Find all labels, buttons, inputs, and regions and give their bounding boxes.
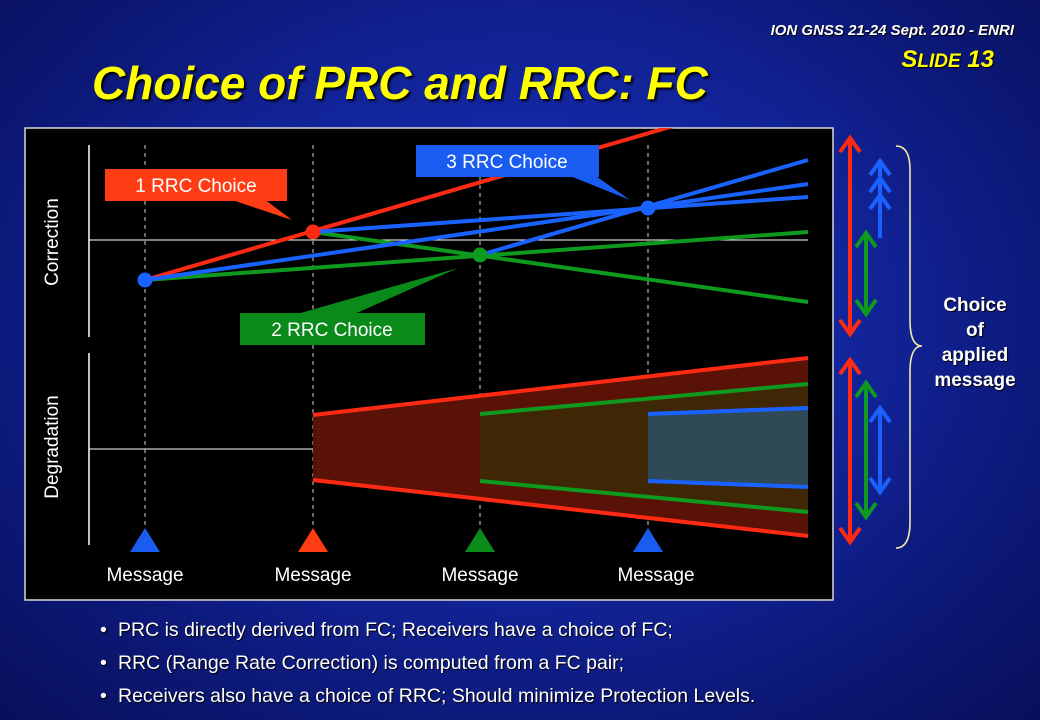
callout-rrc1: 1 RRC Choice: [105, 169, 292, 220]
bullet-item: • PRC is directly derived from FC; Receiv…: [100, 614, 1000, 647]
message-marker-2: [298, 528, 328, 552]
conference-label: ION GNSS 21-24 Sept. 2010 - ENRI: [770, 22, 1014, 39]
degradation-range-arrows: [838, 356, 892, 546]
bullet-dot-icon: •: [100, 619, 107, 641]
degradation-envelope-blue: [648, 408, 808, 487]
double-headed-arrow-icon: [854, 229, 878, 318]
callout-rrc3-label: 3 RRC Choice: [446, 152, 567, 173]
message-label-3: Message: [441, 565, 518, 586]
rrc3-line-b: [312, 195, 809, 234]
message-marker-1: [130, 528, 160, 552]
slide-number: SLIDE 13: [901, 46, 994, 73]
double-headed-arrow-icon: [838, 134, 862, 338]
message-label-1: Message: [106, 565, 183, 586]
degradation-axis-label: Degradation: [42, 395, 63, 499]
bullet-item: • RRC (Range Rate Correction) is computed…: [100, 647, 1000, 680]
callout-rrc2-label: 2 RRC Choice: [271, 320, 392, 341]
message-marker-4: [633, 528, 663, 552]
correction-axis-label: Correction: [42, 198, 63, 286]
fc-point-2: [305, 224, 321, 240]
rrc3-line-a: [144, 182, 809, 282]
bullet-list: • PRC is directly derived from FC; Receiv…: [100, 614, 1000, 713]
message-marker-3: [465, 528, 495, 552]
bullet-dot-icon: •: [100, 652, 107, 674]
double-headed-arrow-icon: [868, 404, 892, 496]
double-headed-arrow-icon: [854, 379, 878, 521]
double-headed-arrow-icon: [838, 356, 862, 546]
fc-point-1: [137, 272, 153, 288]
fc-point-3: [472, 247, 488, 263]
double-headed-arrow-icon: [868, 157, 892, 238]
callout-rrc2: 2 RRC Choice: [240, 268, 458, 345]
callout-rrc1-label: 1 RRC Choice: [135, 176, 256, 197]
message-label-2: Message: [274, 565, 351, 586]
callout-rrc3: 3 RRC Choice: [416, 145, 630, 200]
message-label-4: Message: [617, 565, 694, 586]
right-curly-brace-icon: [895, 145, 923, 549]
slide-title: Choice of PRC and RRC: FC: [92, 57, 708, 109]
choice-of-applied-message-label: Choice of applied message: [934, 295, 1016, 391]
correction-range-arrows: [838, 134, 892, 338]
bullet-item: • Receivers also have a choice of RRC; Sh…: [100, 680, 1000, 713]
bullet-dot-icon: •: [100, 685, 107, 707]
fc-point-4: [640, 200, 656, 216]
